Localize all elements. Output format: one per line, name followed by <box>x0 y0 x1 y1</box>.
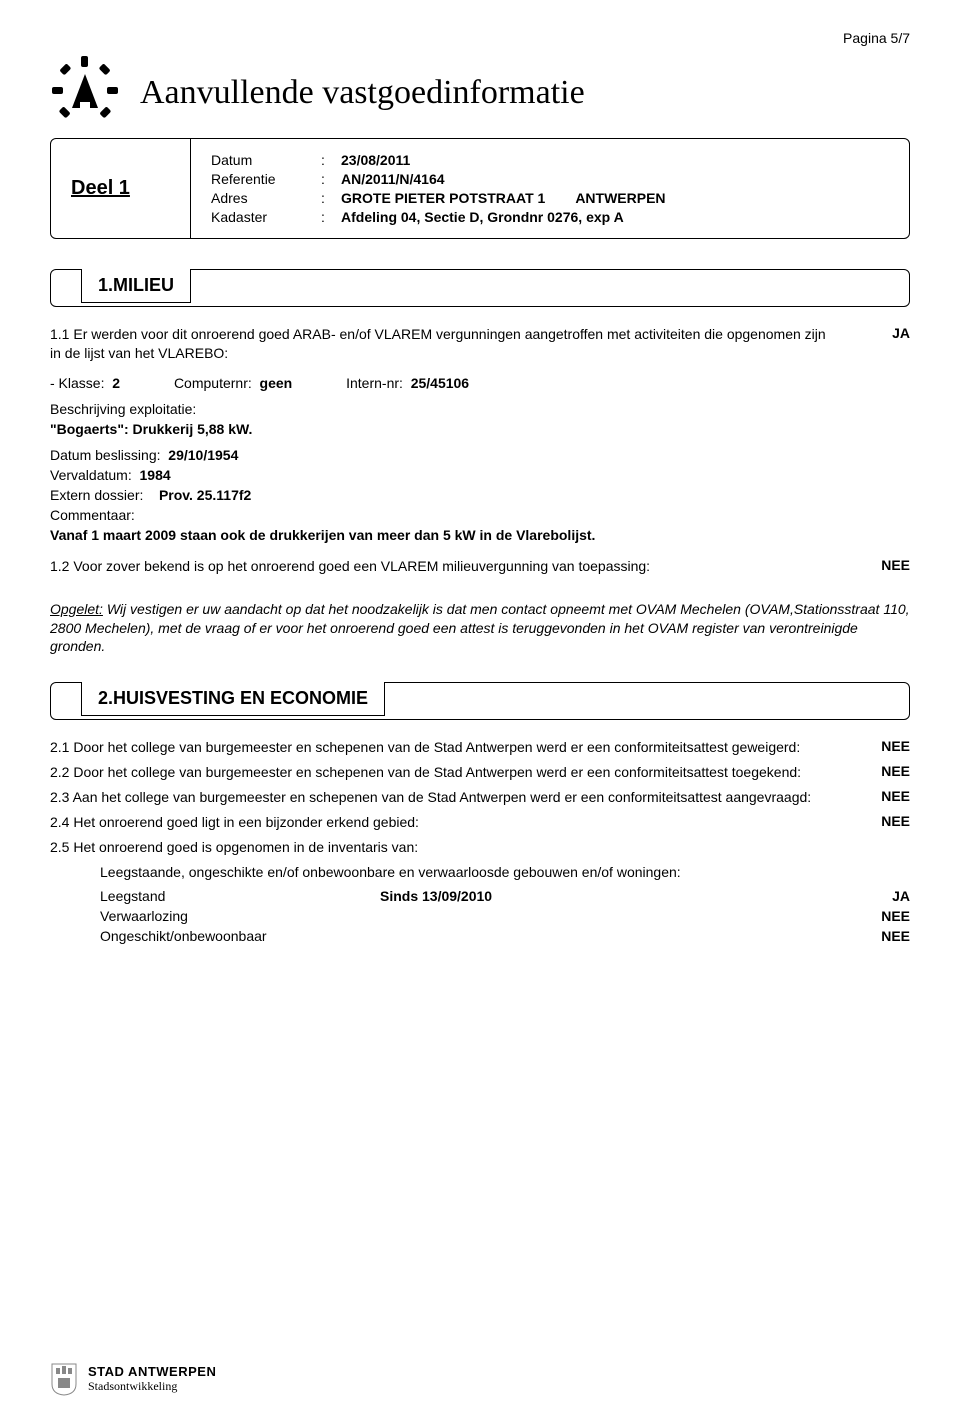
q2-1-text: 2.1 Door het college van burgemeester en… <box>50 738 860 757</box>
q2-3-text: 2.3 Aan het college van burgemeester en … <box>50 788 860 807</box>
deel-field-label: Datum <box>211 152 321 168</box>
deel-details: Datum : 23/08/2011 Referentie : AN/2011/… <box>191 139 909 238</box>
footer-line1: STAD ANTWERPEN <box>88 1364 216 1379</box>
section-2-title: 2.HUISVESTING EN ECONOMIE <box>81 682 385 716</box>
q1-1-text: 1.1 Er werden voor dit onroerend goed AR… <box>50 325 860 363</box>
klasse-value: 2 <box>112 375 120 391</box>
deel-row: Kadaster : Afdeling 04, Sectie D, Grondn… <box>211 209 889 225</box>
deel-row: Datum : 23/08/2011 <box>211 152 889 168</box>
deel-field-label: Kadaster <box>211 209 321 225</box>
inventory-since <box>380 928 660 944</box>
section-1-title: 1.MILIEU <box>81 269 191 303</box>
q2-3: 2.3 Aan het college van burgemeester en … <box>50 788 910 807</box>
deel-box: Deel 1 Datum : 23/08/2011 Referentie : A… <box>50 138 910 239</box>
q2-4-answer: NEE <box>860 813 910 832</box>
q2-2-text: 2.2 Door het college van burgemeester en… <box>50 763 860 782</box>
inventory-answer: JA <box>660 888 910 904</box>
deel-row: Referentie : AN/2011/N/4164 <box>211 171 889 187</box>
extern-dossier-row: Extern dossier: Prov. 25.117f2 <box>50 487 910 503</box>
header: Aanvullende vastgoedinformatie <box>50 56 910 126</box>
city-logo-icon <box>50 56 120 126</box>
q2-1: 2.1 Door het college van burgemeester en… <box>50 738 910 757</box>
q1-1-answer: JA <box>860 325 910 363</box>
deel-field-value: AN/2011/N/4164 <box>341 171 445 187</box>
vervaldatum-label: Vervaldatum: <box>50 467 132 483</box>
vervaldatum-row: Vervaldatum: 1984 <box>50 467 910 483</box>
footer: STAD ANTWERPEN Stadsontwikkeling <box>50 1362 216 1396</box>
commentaar-label: Commentaar: <box>50 507 910 523</box>
datum-beslissing-value: 29/10/1954 <box>168 447 238 463</box>
inventory-label: Verwaarlozing <box>100 908 380 924</box>
deel-row: Adres : GROTE PIETER POTSTRAAT 1 ANTWERP… <box>211 190 889 206</box>
colon: : <box>321 171 341 187</box>
deel-field-label: Adres <box>211 190 321 206</box>
opgelet-text: Wij vestigen er uw aandacht op dat het n… <box>50 601 910 655</box>
deel-field-label: Referentie <box>211 171 321 187</box>
inventory-label: Leegstand <box>100 888 380 904</box>
page-number: Pagina 5/7 <box>50 30 910 46</box>
q2-2-answer: NEE <box>860 763 910 782</box>
section-1-box: 1.MILIEU <box>50 269 910 307</box>
q2-5-sub: Leegstaande, ongeschikte en/of onbewoonb… <box>100 863 910 882</box>
computernr-value: geen <box>260 375 293 391</box>
inventory-label: Ongeschikt/onbewoonbaar <box>100 928 380 944</box>
datum-beslissing-row: Datum beslissing: 29/10/1954 <box>50 447 910 463</box>
klasse-label: - Klasse: <box>50 375 104 391</box>
q2-3-answer: NEE <box>860 788 910 807</box>
colon: : <box>321 190 341 206</box>
deel-field-value: Afdeling 04, Sectie D, Grondnr 0276, exp… <box>341 209 624 225</box>
commentaar-value: Vanaf 1 maart 2009 staan ook de drukkeri… <box>50 527 910 543</box>
q1-1: 1.1 Er werden voor dit onroerend goed AR… <box>50 325 910 363</box>
internnr-label: Intern-nr: <box>346 375 403 391</box>
footer-shield-icon <box>50 1362 78 1396</box>
colon: : <box>321 152 341 168</box>
deel-label: Deel 1 <box>71 177 130 200</box>
main-title: Aanvullende vastgoedinformatie <box>140 74 585 112</box>
inventory-since: Sinds 13/09/2010 <box>380 888 660 904</box>
vervaldatum-value: 1984 <box>140 467 171 483</box>
beschrijving-value: "Bogaerts": Drukkerij 5,88 kW. <box>50 421 910 437</box>
opgelet-paragraph: Opgelet: Wij vestigen er uw aandacht op … <box>50 600 910 657</box>
q1-2-text: 1.2 Voor zover bekend is op het onroeren… <box>50 557 860 576</box>
inventory-list: Leegstand Sinds 13/09/2010 JA Verwaarloz… <box>100 888 910 944</box>
deel-field-value: 23/08/2011 <box>341 152 410 168</box>
colon: : <box>321 209 341 225</box>
q2-4-text: 2.4 Het onroerend goed ligt in een bijzo… <box>50 813 860 832</box>
footer-line2: Stadsontwikkeling <box>88 1379 216 1394</box>
footer-text: STAD ANTWERPEN Stadsontwikkeling <box>88 1364 216 1394</box>
q2-5-text: 2.5 Het onroerend goed is opgenomen in d… <box>50 838 910 857</box>
computernr-label: Computernr: <box>174 375 252 391</box>
inventory-answer: NEE <box>660 908 910 924</box>
klasse-row: - Klasse: 2 Computernr: geen Intern-nr: … <box>50 375 910 391</box>
q2-4: 2.4 Het onroerend goed ligt in een bijzo… <box>50 813 910 832</box>
extern-dossier-label: Extern dossier: <box>50 487 143 503</box>
inventory-row: Leegstand Sinds 13/09/2010 JA <box>100 888 910 904</box>
inventory-row: Ongeschikt/onbewoonbaar NEE <box>100 928 910 944</box>
inventory-answer: NEE <box>660 928 910 944</box>
extern-dossier-value: Prov. 25.117f2 <box>159 487 251 503</box>
opgelet-label: Opgelet: <box>50 601 103 617</box>
inventory-row: Verwaarlozing NEE <box>100 908 910 924</box>
inventory-since <box>380 908 660 924</box>
q2-1-answer: NEE <box>860 738 910 757</box>
internnr-value: 25/45106 <box>411 375 469 391</box>
page: Pagina 5/7 Aanvullende vastgoedinformati… <box>0 0 960 1416</box>
datum-beslissing-label: Datum beslissing: <box>50 447 161 463</box>
deel-field-value: GROTE PIETER POTSTRAAT 1 <box>341 190 545 206</box>
deel-field-suffix: ANTWERPEN <box>575 190 665 206</box>
section-2-box: 2.HUISVESTING EN ECONOMIE <box>50 682 910 720</box>
beschrijving-label: Beschrijving exploitatie: <box>50 401 910 417</box>
deel-label-cell: Deel 1 <box>51 139 191 238</box>
q1-2: 1.2 Voor zover bekend is op het onroeren… <box>50 557 910 576</box>
q2-2: 2.2 Door het college van burgemeester en… <box>50 763 910 782</box>
q1-2-answer: NEE <box>860 557 910 576</box>
